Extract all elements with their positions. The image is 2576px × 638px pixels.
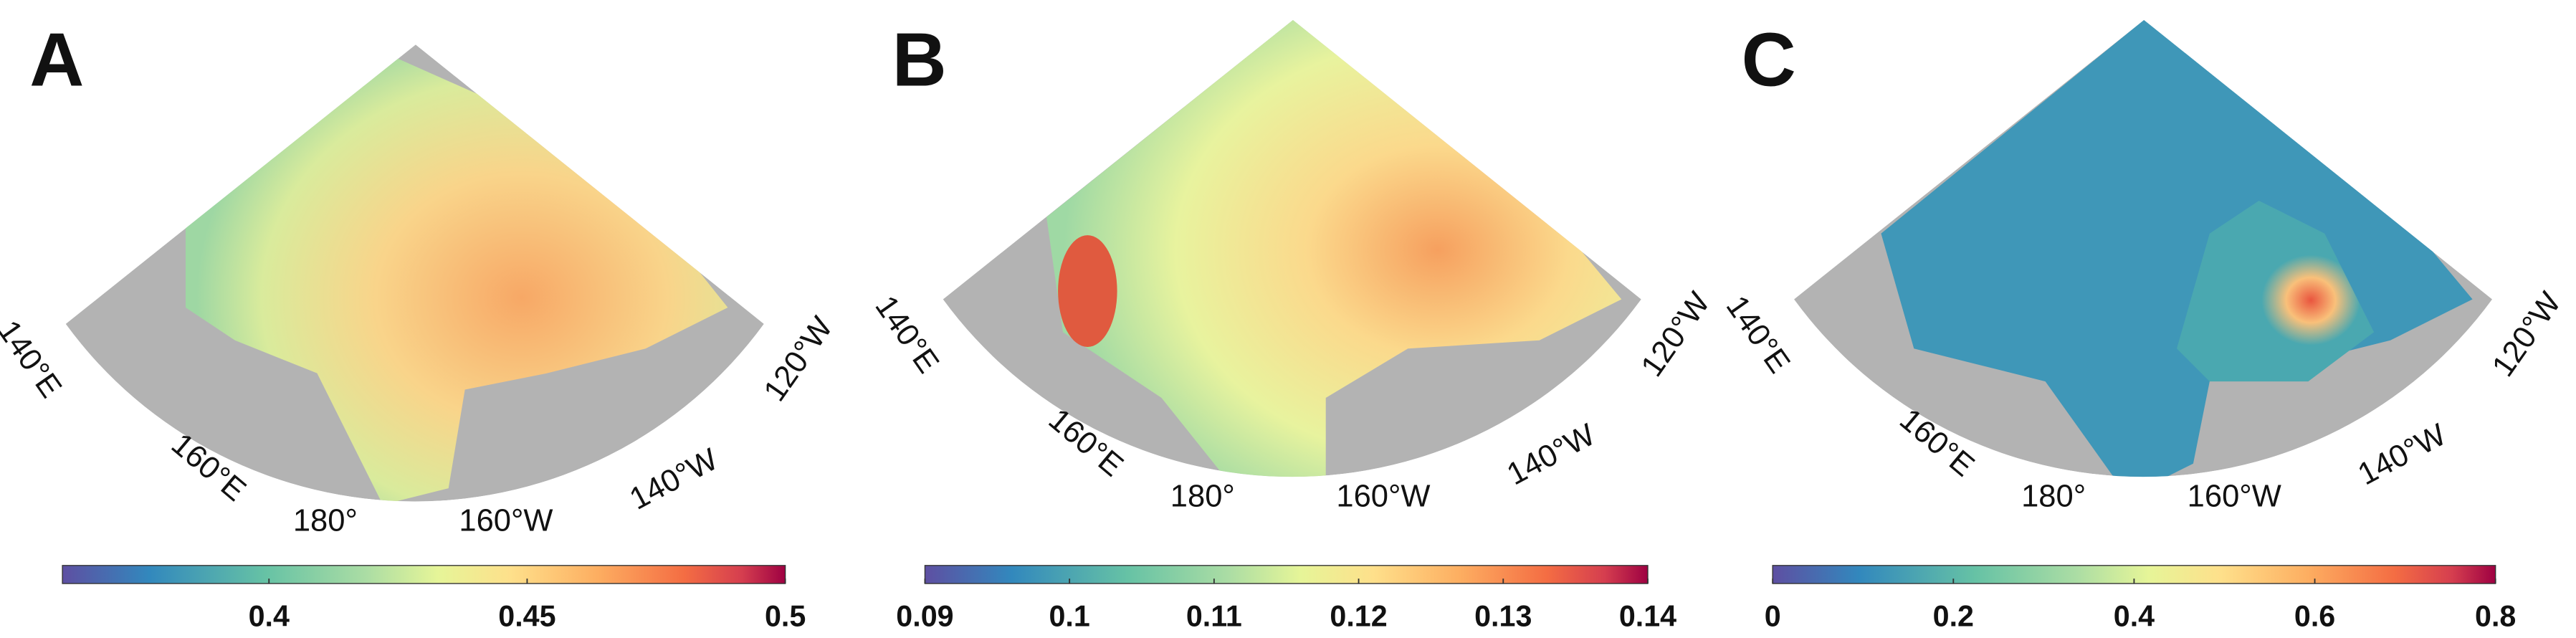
colorbar-tick-label: 0.11 (1186, 600, 1242, 633)
longitude-label: 160°W (459, 504, 553, 538)
field (186, 44, 728, 502)
panel-label: B (892, 19, 947, 103)
longitude-label: 140°W (1502, 417, 1601, 492)
longitude-label: 180° (1170, 479, 1235, 513)
colorbar-tick-label: 0.45 (498, 600, 555, 633)
colorbar-tick-label: 0.2 (1933, 600, 1974, 633)
panel-label: C (1742, 19, 1796, 103)
longitude-label: 120°W (1635, 286, 1717, 383)
field-high (2177, 200, 2375, 382)
longitude-label: 140°W (2352, 417, 2451, 492)
panel-label: A (29, 19, 84, 103)
colorbar (62, 565, 786, 584)
longitude-label: 140°E (868, 290, 945, 379)
longitude-label: 140°E (1719, 290, 1797, 379)
colorbar-tick-label: 0.1 (1049, 600, 1089, 633)
colorbar-tick-label: 0.4 (2114, 600, 2155, 633)
colorbar-tick-label: 0.13 (1474, 600, 1532, 633)
longitude-label: 180° (293, 504, 358, 538)
colorbar-tick-label: 0.8 (2475, 600, 2516, 633)
colorbar-tick-label: 0.09 (896, 600, 953, 633)
longitude-label: 180° (2021, 479, 2086, 513)
colorbar-tick-label: 0.4 (249, 600, 290, 633)
colorbar-tick-label: 0.14 (1619, 600, 1676, 633)
map-a (65, 44, 764, 502)
colorbar (924, 565, 1649, 584)
longitude-label: 140°E (0, 315, 68, 404)
colorbar-tick-label: 0.6 (2294, 600, 2335, 633)
longitude-label: 160°W (1336, 479, 1430, 513)
colorbar-tick-label: 0 (1765, 600, 1781, 633)
longitude-label: 160°W (2188, 479, 2281, 513)
longitude-label: 140°W (624, 442, 723, 517)
longitude-label: 120°W (758, 311, 840, 408)
colorbar-tick-label: 0.5 (765, 600, 806, 633)
colorbar-tick-label: 0.12 (1330, 600, 1387, 633)
map-c (1793, 19, 2493, 477)
longitude-label: 120°W (2486, 286, 2568, 383)
map-b (943, 19, 1641, 477)
field (1881, 19, 2473, 477)
hotspot (1058, 235, 1117, 347)
field (1046, 19, 1622, 477)
